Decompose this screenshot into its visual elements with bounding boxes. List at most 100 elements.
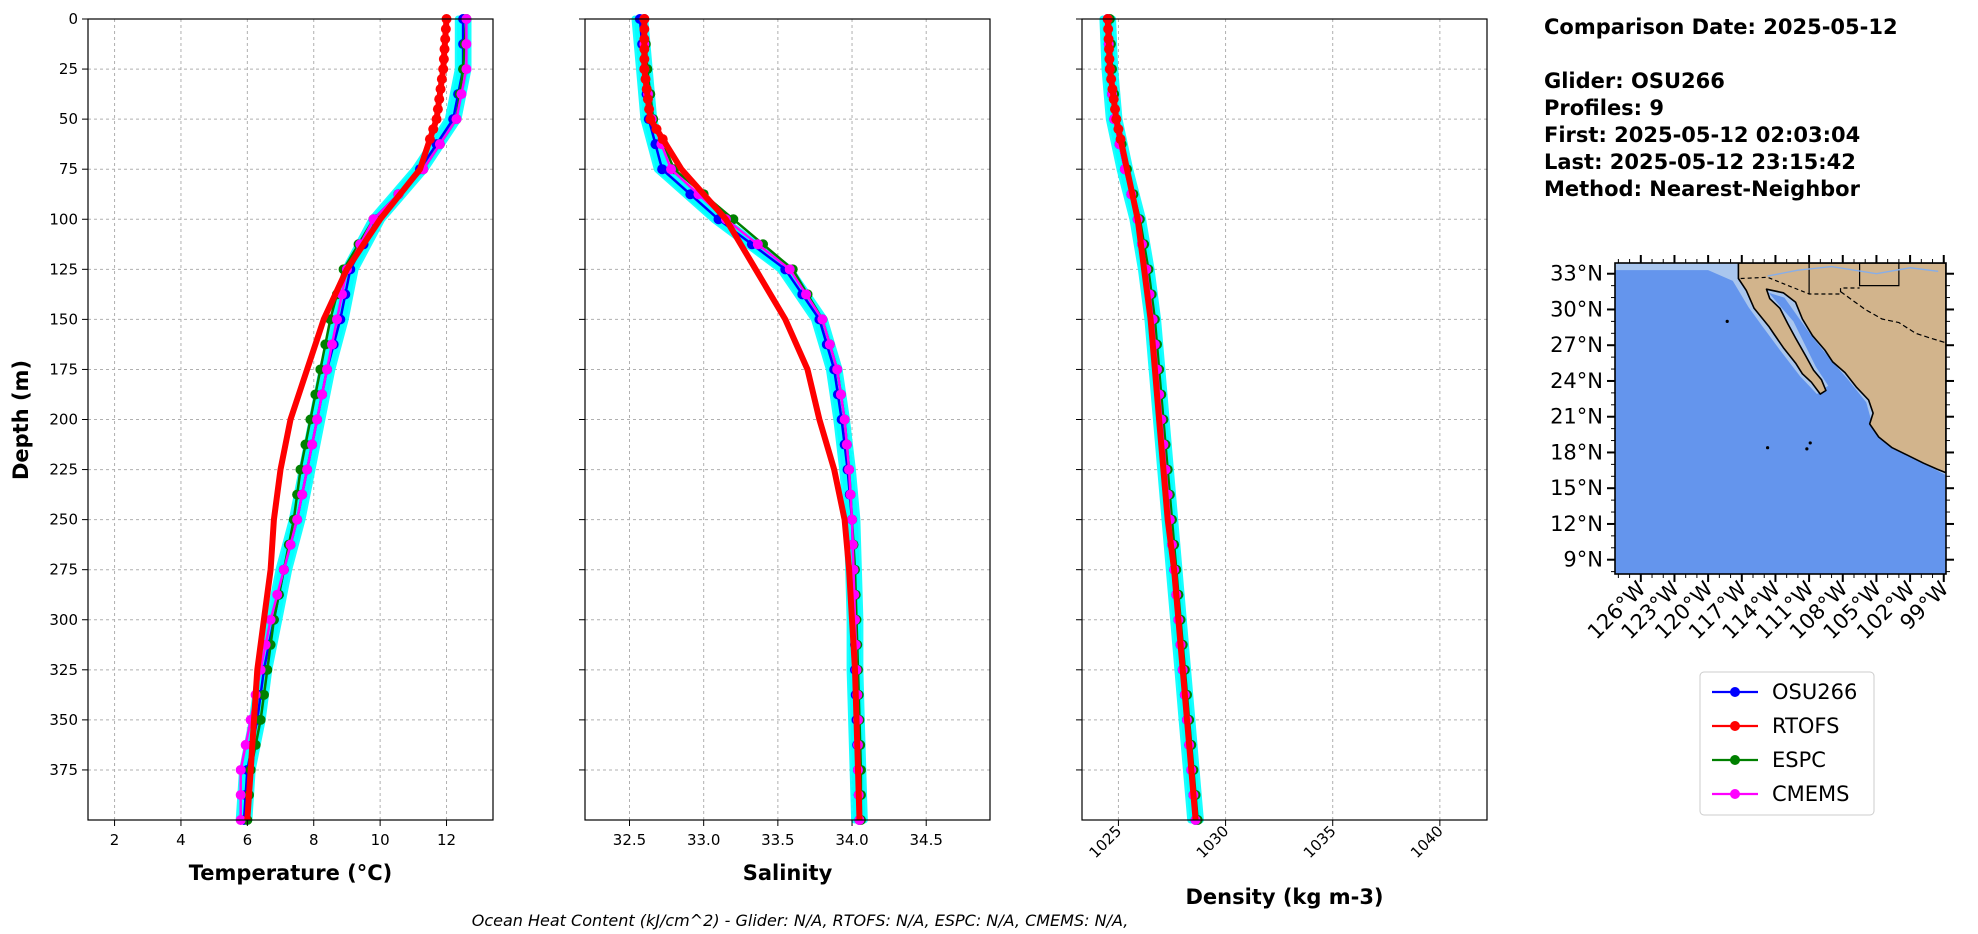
map-frame [1614,262,1947,575]
depth-axis-label: Depth (m) [9,360,33,480]
land-mass [1737,263,1946,474]
cmems-point [784,264,795,275]
glider-name: Glider: OSU266 [1544,69,1725,93]
rtofs-point [639,34,650,45]
cmems-point [302,464,313,475]
y-tick-label: 50 [59,110,78,128]
y-tick-label: 75 [59,160,78,178]
rtofs-point [651,124,662,135]
y-tick-label: 300 [49,611,78,629]
legend-label-espc: ESPC [1772,748,1826,772]
rtofs-point [439,44,450,55]
rtofs-point [428,124,439,135]
rtofs-point [657,134,668,145]
y-tick-label: 25 [59,60,78,78]
map-content [1615,263,1946,574]
profile-panel-2: 32.5 33.0 33.5 34.0 34.5 Salinity [579,14,991,885]
cmems-point [666,164,677,175]
rtofs-point [1108,94,1119,105]
y-tick-label: 175 [49,360,78,378]
y-tick-label: 325 [49,661,78,679]
x-tick-label: 2 [110,831,120,849]
cmems-point [307,439,318,450]
rtofs-point [440,34,451,45]
rtofs-point [1115,134,1126,145]
density-axis-label: Density (kg m-3) [1185,885,1383,909]
cmems-point [824,339,835,350]
cmems-point [752,239,763,250]
country-border [1840,291,1946,344]
first-profile-time: First: 2025-05-12 02:03:04 [1544,123,1861,147]
last-profile-time: Last: 2025-05-12 23:15:42 [1544,150,1856,174]
cmems-point [847,539,858,550]
rtofs-point [641,84,652,95]
cmems-point [292,514,303,525]
island [1808,441,1812,445]
x-tick-label: 33.5 [761,831,794,849]
x-tick-label: 10 [371,831,390,849]
lat-tick-label: 30°N [1550,297,1603,321]
rtofs-point [642,94,653,105]
cmems-point [322,364,333,375]
x-tick-label: 6 [243,831,253,849]
rtofs-point [1103,34,1114,45]
comparison-date: Comparison Date: 2025-05-12 [1544,15,1898,39]
inset-map: 33°N30°N27°N24°N21°N18°N15°N12°N9°N126°W… [1550,255,1954,644]
profile-count: Profiles: 9 [1544,96,1665,120]
profile-panel-1: 2 4 6 8 10 12 0 25 50 75 100 125 150 175 200 225 250 275 3… [9,10,494,885]
cmems-point [278,564,289,575]
rtofs-point [1107,84,1118,95]
temperature-axis-label: Temperature (°C) [189,861,392,885]
river [1767,265,1939,277]
cmems-point [331,314,342,325]
y-tick-label: 350 [49,711,78,729]
rtofs-point [639,54,650,65]
cmems-point [461,39,472,50]
rtofs-point [434,94,445,105]
rtofs-line [244,18,450,821]
legend-swatch-marker [1730,755,1740,765]
cmems-point [839,414,850,425]
rtofs-point [438,54,449,65]
x-tick-label: 1025 [1086,822,1126,862]
cmems-point [285,539,296,550]
legend-label-rtofs: RTOFS [1772,714,1839,738]
rtofs-point [438,64,449,75]
country-border [1740,276,1860,295]
cmems-point [265,614,276,625]
legend-swatch-marker [1730,789,1740,799]
lat-tick-label: 33°N [1550,262,1603,286]
interpolation-method: Method: Nearest-Neighbor [1544,177,1860,201]
cmems-point [844,464,855,475]
rtofs-point [1104,44,1114,55]
legend-swatch-marker [1730,687,1740,697]
legend-swatch-marker [1730,721,1740,731]
rtofs-point [1104,54,1115,65]
y-tick-label: 125 [49,260,78,278]
rtofs-line [1104,18,1199,821]
espc-point [258,689,269,700]
cmems-point [272,589,283,600]
x-tick-label: 12 [437,831,456,849]
lat-tick-label: 27°N [1550,333,1603,357]
y-tick-label: 0 [68,10,78,28]
x-tick-label: 8 [309,831,319,849]
cmems-point [312,414,323,425]
y-tick-label: 250 [49,511,78,529]
x-tick-label: 34.5 [910,831,943,849]
rtofs-point [639,44,650,55]
cmems-point [240,739,251,750]
cmems-point [817,314,828,325]
x-tick-label: 1035 [1300,822,1340,862]
rtofs-point [639,64,650,75]
cmems-point [317,389,328,400]
island [1805,447,1809,451]
rtofs-point [440,24,451,35]
y-tick-label: 375 [49,761,78,779]
rtofs-point [432,104,443,115]
lat-tick-label: 21°N [1550,405,1603,429]
cmems-point [434,139,445,150]
comparison-info: Comparison Date: 2025-05-12 Glider: OSU2… [1544,14,1898,203]
island [1765,446,1770,450]
